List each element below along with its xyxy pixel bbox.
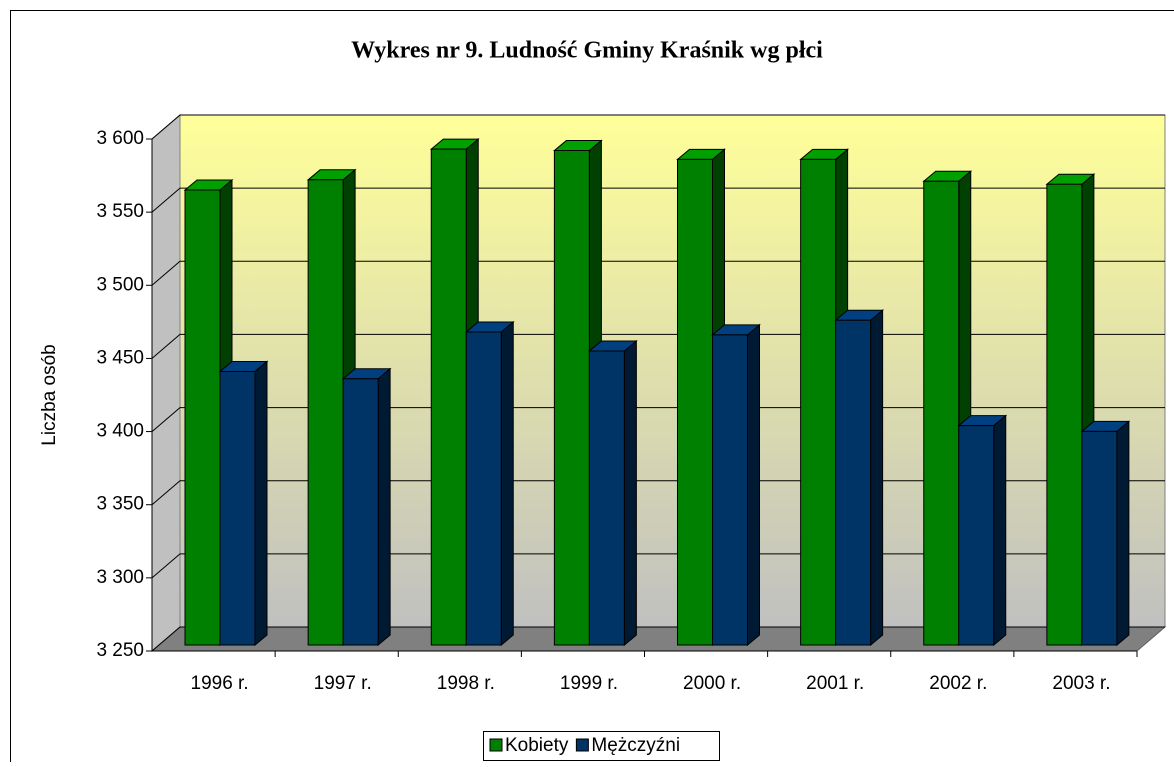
bar-front (1082, 431, 1117, 645)
x-tick-label: 1997 r. (314, 673, 372, 694)
bar-side (994, 416, 1006, 645)
bar-side (378, 369, 390, 645)
bar-front (554, 151, 589, 645)
bar-side (501, 322, 513, 645)
legend-swatch (490, 739, 502, 751)
bar-front (713, 335, 748, 645)
bar-front (801, 159, 836, 645)
bar-front (836, 320, 871, 645)
x-tick-label: 2000 r. (683, 673, 741, 694)
bar-front (1047, 184, 1082, 645)
bar-front (678, 159, 713, 645)
bar-side (255, 361, 267, 645)
y-tick-label: 3 450 (96, 347, 144, 368)
x-tick-label: 1996 r. (191, 673, 249, 694)
bar-front (431, 149, 466, 645)
bar-front (589, 351, 624, 645)
bar-front (466, 332, 501, 645)
bar (343, 369, 390, 645)
bar-side (748, 325, 760, 645)
bar-side (624, 341, 636, 645)
bar-front (308, 180, 343, 645)
y-tick-label: 3 250 (96, 640, 144, 661)
x-tick-label: 1998 r. (437, 673, 495, 694)
bar-front (959, 426, 994, 645)
legend-swatch (576, 739, 588, 751)
bar (220, 361, 267, 645)
y-tick-label: 3 500 (96, 274, 144, 295)
bar (959, 416, 1006, 645)
x-tick-label: 2001 r. (806, 673, 864, 694)
bar (836, 310, 883, 645)
x-tick-label: 2002 r. (929, 673, 987, 694)
side-wall (152, 115, 180, 651)
x-tick-label: 1999 r. (560, 673, 618, 694)
floor (152, 627, 1165, 651)
bar-front (220, 371, 255, 645)
legend-label: Mężczyźni (591, 735, 680, 756)
chart-title: Wykres nr 9. Ludność Gminy Kraśnik wg pł… (351, 38, 823, 64)
bar-front (924, 181, 959, 645)
legend-label: Kobiety (505, 735, 569, 756)
bar (589, 341, 636, 645)
bar (713, 325, 760, 645)
y-axis-label: Liczba osób (39, 344, 60, 445)
x-tick-label: 2003 r. (1052, 673, 1110, 694)
bar (1082, 421, 1129, 645)
y-tick-label: 3 400 (96, 421, 144, 442)
bar-side (1117, 421, 1129, 645)
bar-side (871, 310, 883, 645)
y-tick-label: 3 600 (96, 128, 144, 149)
y-tick-label: 3 300 (96, 567, 144, 588)
bar-front (343, 379, 378, 645)
y-tick-label: 3 550 (96, 201, 144, 222)
bar (466, 322, 513, 645)
bar-front (185, 190, 220, 645)
y-tick-label: 3 350 (96, 494, 144, 515)
